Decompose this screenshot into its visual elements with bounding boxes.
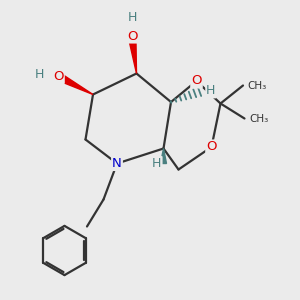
Text: O: O <box>191 74 202 88</box>
Polygon shape <box>57 73 93 94</box>
Text: H: H <box>152 157 162 170</box>
Text: H: H <box>35 68 45 82</box>
Text: O: O <box>53 70 64 83</box>
Text: N: N <box>112 157 122 170</box>
Text: O: O <box>206 140 217 154</box>
Text: CH₃: CH₃ <box>248 80 267 91</box>
Text: O: O <box>127 29 137 43</box>
Text: H: H <box>128 11 137 24</box>
Polygon shape <box>128 35 136 74</box>
Text: CH₃: CH₃ <box>249 113 268 124</box>
Polygon shape <box>160 148 166 164</box>
Text: H: H <box>206 84 216 98</box>
